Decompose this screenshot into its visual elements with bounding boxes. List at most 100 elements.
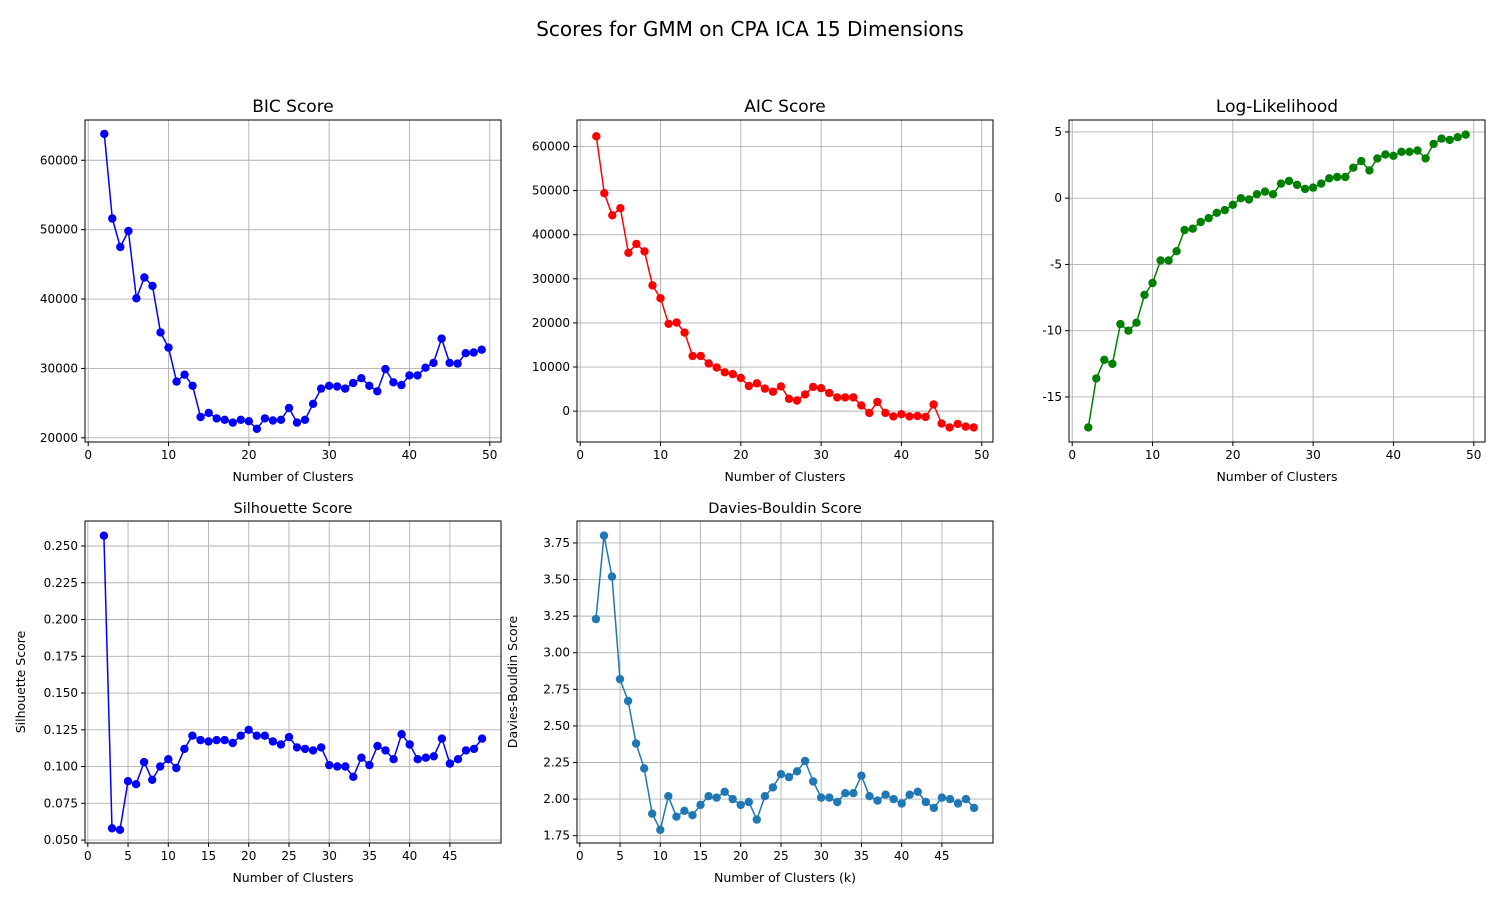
aic-score-data-point bbox=[881, 408, 890, 418]
bic-score-data-point bbox=[244, 417, 253, 426]
log-likelihood-data-point bbox=[1084, 423, 1093, 432]
bic-score-data-point bbox=[124, 226, 133, 236]
aic-score-data-point bbox=[656, 294, 665, 303]
silhouette-score-xtick-label: 30 bbox=[322, 849, 337, 863]
log-likelihood-data-point bbox=[1204, 213, 1213, 223]
silhouette-score-chart: 0 5 10 15 20 25 30 35 40 45 0.050 0.075 0.100 0.125 0.… bbox=[13, 501, 502, 885]
silhouette-score-data-point bbox=[252, 731, 261, 740]
silhouette-score-ytick-label: 0.100 bbox=[44, 760, 78, 774]
bic-score-data-point bbox=[204, 408, 213, 418]
aic-score-data-point bbox=[889, 412, 898, 421]
davies-bouldin-score-data-point bbox=[672, 812, 681, 821]
bic-score-data-point bbox=[100, 129, 109, 139]
davies-bouldin-score-data-point bbox=[873, 796, 882, 805]
log-likelihood-data-point bbox=[1373, 154, 1382, 163]
davies-bouldin-score-ytick-label: 3.25 bbox=[543, 609, 570, 623]
aic-score-data-point bbox=[921, 412, 930, 422]
bic-score-data-point bbox=[180, 370, 189, 379]
davies-bouldin-score-xtick-label: 30 bbox=[814, 849, 829, 863]
davies-bouldin-score-xtick-label: 15 bbox=[693, 849, 708, 863]
aic-score-data-point bbox=[752, 379, 762, 388]
aic-score-xlabel: Number of Clusters bbox=[724, 469, 845, 484]
davies-bouldin-score-ytick-label: 3.50 bbox=[543, 573, 570, 587]
aic-score-data-point bbox=[857, 401, 866, 410]
aic-score-data-point bbox=[592, 132, 601, 141]
log-likelihood-data-point bbox=[1100, 355, 1109, 364]
davies-bouldin-score-data-point bbox=[849, 789, 858, 798]
log-likelihood-xlabel: Number of Clusters bbox=[1216, 469, 1337, 484]
bic-score-data-point bbox=[252, 424, 262, 433]
silhouette-score-data-point bbox=[139, 757, 149, 767]
silhouette-score-data-point bbox=[349, 772, 358, 781]
silhouette-score-data-point bbox=[148, 775, 157, 784]
aic-score-data-point bbox=[624, 248, 633, 257]
aic-score-data-point bbox=[808, 382, 818, 392]
aic-score-ytick-label: 20000 bbox=[532, 316, 570, 330]
davies-bouldin-score-ylabel: Davies-Bouldin Score bbox=[505, 616, 520, 749]
davies-bouldin-score-data-point bbox=[929, 803, 939, 813]
bic-score-data-point bbox=[357, 374, 366, 383]
aic-score-data-point bbox=[760, 384, 770, 393]
bic-score-data-point bbox=[349, 378, 358, 388]
silhouette-score-data-point bbox=[115, 825, 125, 834]
silhouette-score-title: Silhouette Score bbox=[234, 501, 353, 517]
log-likelihood-xtick-label: 40 bbox=[1386, 448, 1401, 462]
davies-bouldin-score-ytick-label: 3.75 bbox=[543, 536, 570, 550]
silhouette-score-ytick-label: 0.075 bbox=[44, 796, 78, 810]
bic-score-data-point bbox=[188, 381, 197, 390]
aic-score-data-point bbox=[728, 369, 737, 379]
bic-score-data-point bbox=[116, 242, 125, 252]
aic-score-data-point bbox=[736, 373, 745, 383]
silhouette-score-data-point bbox=[196, 735, 205, 745]
davies-bouldin-score-data-point bbox=[961, 794, 971, 804]
davies-bouldin-score-data-point bbox=[664, 792, 673, 801]
davies-bouldin-score-data-point bbox=[953, 799, 963, 808]
silhouette-score-ytick-label: 0.175 bbox=[44, 649, 78, 663]
aic-score-data-point bbox=[608, 211, 617, 220]
log-likelihood-data-point bbox=[1325, 174, 1334, 183]
aic-score-data-point bbox=[680, 328, 689, 337]
aic-score-data-point bbox=[833, 393, 842, 402]
aic-score-data-point bbox=[720, 368, 729, 377]
bic-score-data-point bbox=[445, 358, 454, 368]
log-likelihood-data-point bbox=[1308, 183, 1318, 192]
aic-score-data-point bbox=[768, 387, 778, 396]
bic-score-ytick-label: 30000 bbox=[40, 361, 78, 375]
silhouette-score-data-point bbox=[300, 744, 310, 754]
bic-score-ytick-label: 50000 bbox=[40, 223, 78, 237]
silhouette-score-data-point bbox=[236, 731, 245, 740]
silhouette-score-data-point bbox=[260, 731, 269, 740]
silhouette-score-data-point bbox=[397, 730, 406, 739]
bic-score-data-point bbox=[108, 214, 117, 223]
bic-score-data-point bbox=[268, 416, 278, 425]
silhouette-score-data-point bbox=[164, 755, 173, 764]
log-likelihood-ytick-label: 5 bbox=[1054, 125, 1062, 139]
silhouette-score-data-point bbox=[445, 759, 455, 768]
bic-score-xtick-label: 50 bbox=[482, 448, 497, 462]
log-likelihood-data-point bbox=[1092, 374, 1101, 383]
log-likelihood-data-point bbox=[1228, 200, 1238, 209]
log-likelihood-data-point bbox=[1172, 247, 1181, 256]
bic-score-data-point bbox=[453, 359, 462, 368]
davies-bouldin-score-data-point bbox=[640, 764, 649, 773]
davies-bouldin-score-data-point bbox=[897, 799, 906, 808]
log-likelihood-axes-frame bbox=[1068, 119, 1486, 443]
davies-bouldin-score-data-point bbox=[704, 792, 713, 801]
silhouette-score-data-point bbox=[373, 741, 382, 751]
log-likelihood-data-point bbox=[1116, 319, 1125, 329]
log-likelihood-data-point bbox=[1196, 217, 1205, 227]
bic-score-data-point bbox=[381, 364, 390, 374]
aic-score-data-point bbox=[672, 318, 681, 327]
silhouette-score-data-point bbox=[204, 737, 213, 746]
davies-bouldin-score-data-point bbox=[656, 825, 665, 834]
bic-score-xtick-label: 10 bbox=[161, 448, 176, 462]
davies-bouldin-score-xlabel: Number of Clusters (k) bbox=[714, 870, 856, 885]
log-likelihood-title: Log-Likelihood bbox=[1216, 97, 1338, 117]
log-likelihood-data-point bbox=[1212, 208, 1222, 217]
aic-score-data-point bbox=[816, 384, 826, 393]
silhouette-score-ytick-label: 0.200 bbox=[44, 613, 78, 627]
log-likelihood-data-point bbox=[1244, 195, 1254, 204]
davies-bouldin-score-data-point bbox=[881, 790, 890, 799]
log-likelihood-data-point bbox=[1389, 151, 1398, 160]
